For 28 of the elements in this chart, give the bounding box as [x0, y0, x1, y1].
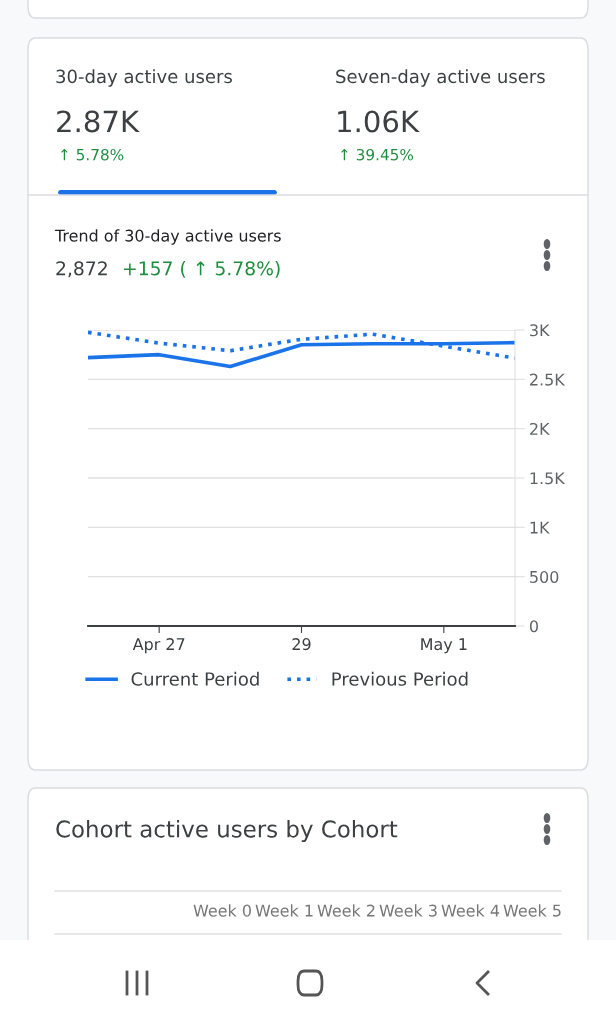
- text: Week 3: [379, 904, 437, 917]
- text: Week 2: [317, 904, 375, 917]
- x-tick-label: Apr 27: [132, 638, 185, 654]
- text: ↑ 39.45%: [341, 148, 414, 161]
- x-tick-label: 29: [292, 638, 311, 651]
- y-tick-label: 0: [529, 620, 538, 633]
- x-tick-label: May 1: [421, 638, 467, 654]
- text: 30-day active users: [56, 69, 232, 87]
- text: 1.06K: [338, 110, 420, 133]
- text: Cohort active users by Cohort: [56, 819, 398, 843]
- y-tick-label: 1K: [530, 521, 550, 534]
- y-tick-label: 2K: [530, 422, 550, 435]
- text: 2.87K: [57, 110, 140, 133]
- y-tick-label: 500: [530, 570, 559, 583]
- text: Week 5: [503, 904, 561, 917]
- chart-title: Trend of 30-day active users: [54, 229, 281, 245]
- y-tick-label: 3K: [530, 324, 550, 337]
- text: Week 0: [193, 904, 251, 917]
- text: +157 ( ↑ 5.78%): [123, 260, 280, 278]
- y-tick-label: 2.5K: [530, 373, 566, 386]
- legend-label: Previous Period: [332, 671, 468, 686]
- legend-label: Current Period: [131, 671, 259, 686]
- text: Week 4: [441, 904, 500, 917]
- text: 2,872: [56, 261, 107, 278]
- text: Seven-day active users: [336, 69, 545, 87]
- text: Week 1: [255, 904, 313, 917]
- text: ↑ 5.78%: [61, 148, 124, 161]
- y-tick-label: 1.5K: [530, 472, 566, 485]
